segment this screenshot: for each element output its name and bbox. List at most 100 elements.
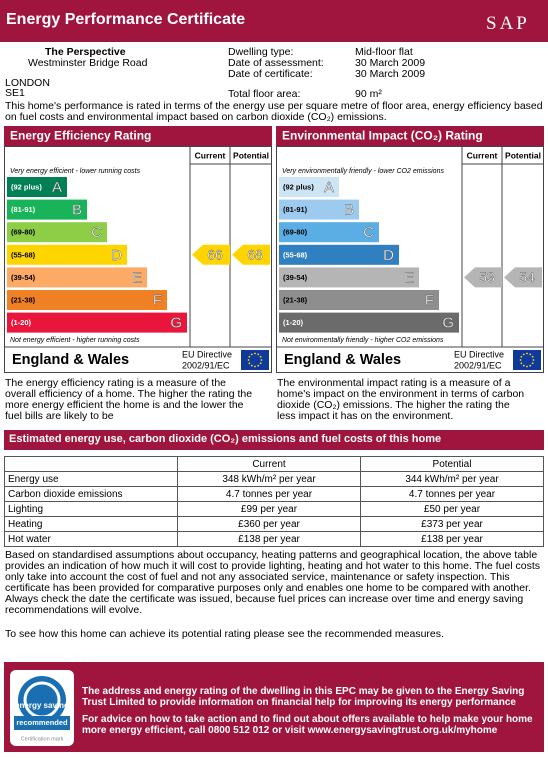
potential-arrow — [232, 244, 270, 265]
table-cell — [4, 456, 178, 472]
band-range: (92 plus) — [283, 182, 314, 191]
band-letter: F — [153, 292, 162, 309]
band — [7, 199, 87, 220]
band-letter: D — [383, 247, 394, 264]
eu-star — [532, 359, 535, 361]
current-rating: 66 — [207, 247, 223, 263]
potential-rating: 54 — [519, 269, 535, 285]
table-cell: £99 per year — [177, 501, 361, 517]
band-letter: E — [132, 269, 142, 286]
band-letter: B — [344, 202, 354, 219]
eu-star — [259, 355, 262, 358]
table-cell: £373 per year — [360, 516, 544, 532]
eu-star — [248, 362, 251, 365]
table-cell: £50 per year — [360, 501, 544, 517]
eu-star — [531, 362, 534, 365]
directive: 2002/91/EC — [454, 360, 502, 370]
eu-star — [526, 365, 528, 368]
eu-star — [520, 355, 523, 358]
panel-header — [276, 126, 544, 146]
table-row: Energy use 348 kWh/m² per year 344 kWh/m² … — [4, 471, 544, 487]
eu-star — [529, 364, 532, 367]
band-letter: F — [425, 292, 434, 309]
band-range: (81-91) — [11, 205, 36, 214]
band — [7, 312, 187, 333]
sap-logo: SAP — [486, 13, 530, 34]
eu-star — [259, 362, 262, 365]
band-range: (55-68) — [11, 250, 36, 259]
table-header: Potential — [360, 456, 544, 472]
table-cell: 4.7 tonnes per year — [177, 486, 361, 502]
band — [279, 199, 359, 220]
detail-label: Total floor area: — [228, 88, 301, 100]
panel-title: Environmental Impact (CO₂) Rating — [282, 129, 483, 143]
band — [279, 290, 439, 310]
table-cell: 348 kWh/m² per year — [177, 471, 361, 487]
detail-value: 90 m² — [355, 88, 382, 100]
current-arrow — [464, 267, 502, 288]
current-arrow — [192, 244, 230, 265]
band — [7, 177, 67, 197]
detail-value: 30 March 2009 — [355, 57, 426, 69]
band-letter: A — [324, 179, 334, 196]
footer-box: energy saving recommended Certification … — [4, 662, 544, 752]
potential-arrow — [504, 267, 542, 288]
band-range: (69-80) — [283, 228, 308, 237]
address-line: Westminster Bridge Road — [28, 57, 148, 69]
estimates-bar: Estimated energy use, carbon dioxide (CO… — [4, 430, 544, 450]
band — [279, 222, 379, 243]
band — [7, 244, 127, 265]
eu-star — [247, 359, 250, 361]
region: England & Wales — [12, 352, 129, 368]
eu-star — [522, 353, 525, 356]
top-note: Very environmentally friendly - lower CO… — [282, 168, 444, 175]
eu-star — [519, 359, 522, 361]
eu-star — [520, 362, 523, 365]
est-logo: energy saving recommended Certification … — [10, 670, 74, 746]
band-letter: E — [404, 269, 414, 286]
table-cell: Heating — [4, 516, 178, 532]
potential-rating: 68 — [247, 247, 263, 263]
title: Energy Performance Certificate — [6, 11, 246, 28]
table-header: Current — [177, 456, 361, 472]
current-header: Current — [195, 150, 226, 160]
directive: EU Directive — [182, 349, 232, 359]
panel-title: Energy Efficiency Rating — [10, 129, 151, 143]
logo-top: energy saving — [15, 701, 69, 710]
estimates-table: Current Potential Energy use 348 kWh/m² per… — [4, 456, 544, 547]
rating-panel: Environmental Impact (CO₂) Rating Current… — [276, 126, 544, 373]
eu-star — [250, 364, 253, 367]
region: England & Wales — [284, 352, 401, 368]
address-line: The Perspective — [45, 46, 126, 58]
table-row: Lighting £99 per year £50 per year — [4, 501, 544, 517]
table-cell: Lighting — [4, 501, 178, 517]
band-range: (55-68) — [283, 250, 308, 259]
detail-label: Date of assessment: — [228, 57, 324, 69]
detail-value: 30 March 2009 — [355, 68, 426, 80]
band-range: (81-91) — [283, 205, 308, 214]
band-letter: C — [91, 224, 102, 241]
eu-star — [522, 364, 525, 367]
eu-star — [260, 359, 263, 361]
panel-border — [276, 146, 544, 373]
eu-star — [529, 353, 532, 356]
address-line: LONDON — [5, 77, 50, 89]
band-range: (1-20) — [11, 318, 32, 327]
detail-value: Mid-floor flat — [355, 46, 413, 58]
eu-star — [531, 355, 534, 358]
intro: This home's performance is rated in term… — [5, 100, 543, 123]
eu-star — [254, 352, 256, 355]
current-header: Current — [467, 150, 498, 160]
eu-star — [257, 364, 260, 367]
band — [279, 244, 399, 265]
note: To see how this home can achieve its pot… — [5, 628, 444, 640]
band-letter: A — [52, 179, 62, 196]
detail-label: Dwelling type: — [228, 46, 294, 58]
table-cell: £138 per year — [360, 531, 544, 547]
estimates-title: Estimated energy use, carbon dioxide (CO… — [9, 433, 442, 445]
header-bar: Energy Performance Certificate SAP — [0, 0, 548, 42]
band — [279, 177, 339, 197]
potential-header: Potential — [233, 150, 269, 160]
address-line: SE1 — [5, 87, 25, 99]
